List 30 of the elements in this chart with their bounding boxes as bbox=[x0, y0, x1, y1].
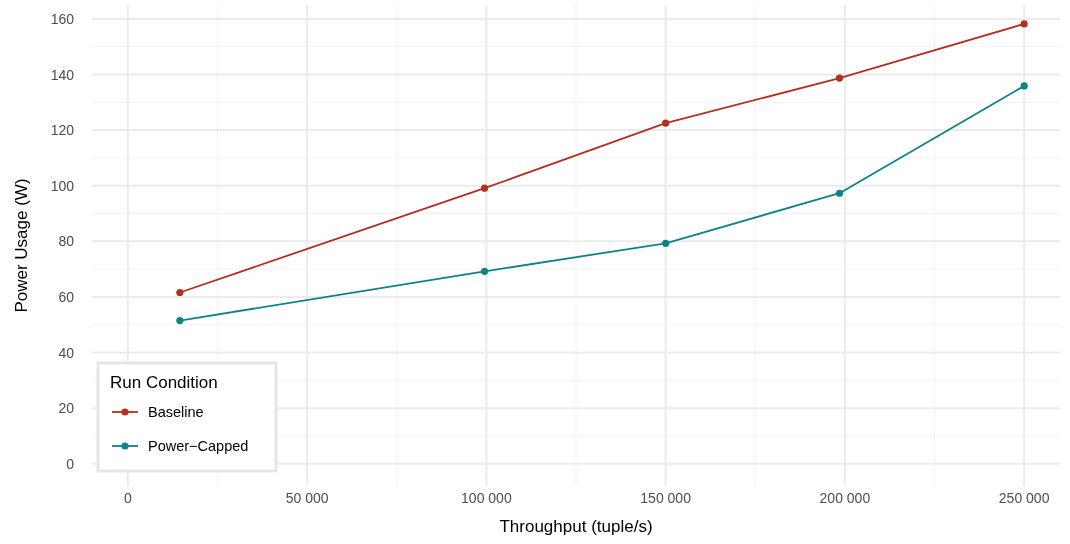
y-tick-label: 80 bbox=[58, 233, 75, 250]
point bbox=[1020, 82, 1028, 90]
y-axis-title: Power Usage (W) bbox=[12, 178, 31, 313]
y-tick-label: 120 bbox=[50, 122, 75, 139]
x-axis-title: Throughput (tuple/s) bbox=[499, 517, 653, 536]
x-tick-label: 100 000 bbox=[461, 490, 512, 506]
point bbox=[480, 267, 489, 275]
point bbox=[662, 119, 670, 127]
x-tick-label: 0 bbox=[123, 490, 132, 506]
y-tick-label: 40 bbox=[58, 344, 75, 361]
point bbox=[176, 288, 184, 297]
point bbox=[835, 74, 844, 82]
y-tick-label: 20 bbox=[58, 400, 75, 417]
point bbox=[1020, 20, 1028, 28]
x-tick-label: 50 000 bbox=[285, 490, 329, 506]
legend-label: Baseline bbox=[148, 404, 204, 420]
point bbox=[835, 189, 844, 197]
y-tick-label: 160 bbox=[50, 10, 75, 27]
y-tick-label: 100 bbox=[50, 177, 75, 194]
x-tick-label: 250 000 bbox=[998, 490, 1050, 506]
y-tick-label: 60 bbox=[58, 288, 75, 305]
x-tick-label: 200 000 bbox=[819, 490, 871, 506]
y-tick-label: 0 bbox=[66, 455, 75, 472]
legend-label: Power−Capped bbox=[148, 438, 249, 454]
x-tick-label: 150 000 bbox=[640, 490, 692, 506]
legend-title: Run Condition bbox=[110, 373, 218, 392]
point bbox=[480, 184, 489, 192]
point bbox=[176, 316, 184, 325]
y-tick-label: 140 bbox=[50, 66, 75, 83]
point bbox=[662, 239, 670, 247]
